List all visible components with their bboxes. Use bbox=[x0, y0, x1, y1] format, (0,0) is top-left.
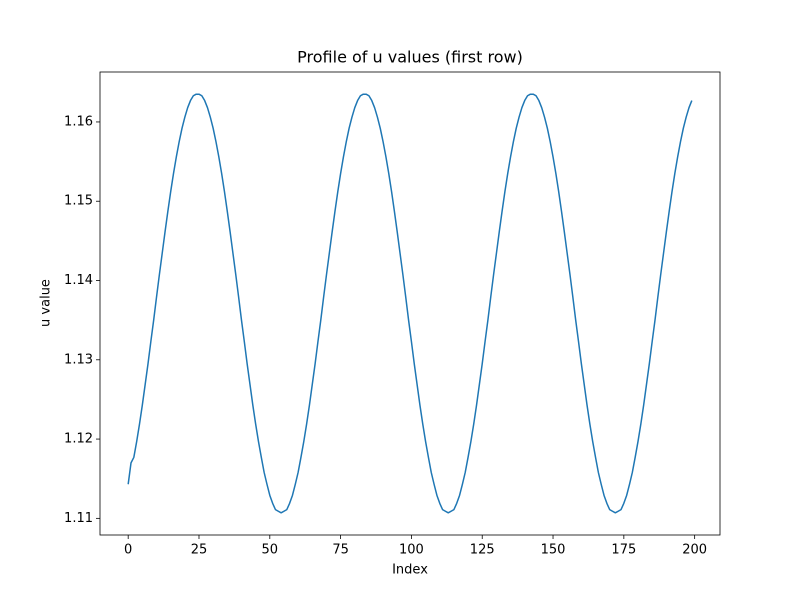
x-tick-label: 0 bbox=[124, 543, 132, 558]
y-axis-label: u value bbox=[39, 279, 54, 327]
x-tick-label: 200 bbox=[682, 543, 707, 558]
y-tick-label: 1.15 bbox=[64, 194, 93, 209]
x-tick-label: 75 bbox=[332, 543, 349, 558]
y-tick-label: 1.14 bbox=[64, 273, 93, 288]
x-tick-label: 100 bbox=[399, 543, 424, 558]
x-tick-label: 25 bbox=[191, 543, 208, 558]
plot-frame bbox=[99, 71, 721, 536]
x-tick-label: 175 bbox=[611, 543, 636, 558]
x-tick-label: 125 bbox=[470, 543, 495, 558]
x-tick-label: 50 bbox=[262, 543, 279, 558]
x-tick-label: 150 bbox=[541, 543, 566, 558]
chart-title: Profile of u values (first row) bbox=[297, 48, 523, 67]
x-axis-label: Index bbox=[392, 563, 428, 578]
y-tick-label: 1.12 bbox=[64, 432, 93, 447]
data-line bbox=[127, 93, 693, 514]
y-tick-label: 1.16 bbox=[64, 114, 93, 129]
y-tick-label: 1.11 bbox=[64, 511, 93, 526]
y-tick-label: 1.13 bbox=[64, 352, 93, 367]
